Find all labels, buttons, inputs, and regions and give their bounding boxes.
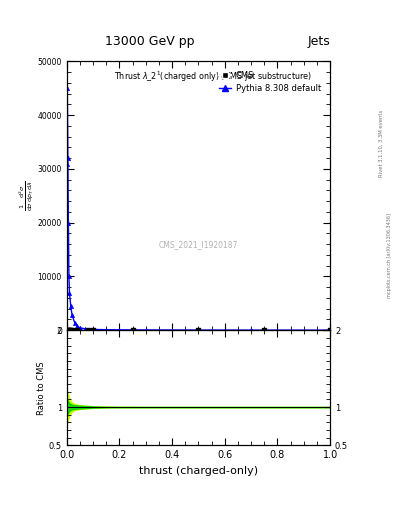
Pythia 8.308 default <box>67 289 72 295</box>
Pythia 8.308 default <box>143 327 148 333</box>
Text: CMS_2021_I1920187: CMS_2021_I1920187 <box>159 240 238 249</box>
CMS <box>261 326 268 334</box>
Pythia 8.308 default <box>70 312 74 318</box>
CMS <box>85 326 91 334</box>
Pythia 8.308 default <box>65 85 70 91</box>
CMS <box>69 326 75 334</box>
Pythia 8.308 default <box>104 327 108 333</box>
Y-axis label: $\frac{1}{\mathrm{d}\sigma}\frac{\mathrm{d}^2\sigma}{\mathrm{d}p_T\,\mathrm{d}\l: $\frac{1}{\mathrm{d}\sigma}\frac{\mathrm… <box>18 180 36 211</box>
CMS <box>66 326 72 334</box>
Pythia 8.308 default <box>72 319 77 326</box>
CMS <box>68 326 74 334</box>
CMS <box>130 326 136 334</box>
Pythia 8.308 default <box>66 273 71 280</box>
CMS <box>90 326 96 334</box>
Pythia 8.308 default <box>117 327 122 333</box>
Pythia 8.308 default <box>196 327 201 333</box>
Pythia 8.308 default <box>68 303 73 309</box>
CMS <box>65 326 72 334</box>
CMS <box>64 326 70 334</box>
Pythia 8.308 default <box>328 327 332 333</box>
CMS <box>65 326 71 334</box>
CMS <box>195 326 202 334</box>
Pythia 8.308 default <box>75 324 80 330</box>
Pythia 8.308 default <box>91 326 95 332</box>
Pythia 8.308 default <box>66 155 70 161</box>
Line: Pythia 8.308 default: Pythia 8.308 default <box>65 86 332 332</box>
Pythia 8.308 default <box>249 327 253 333</box>
Pythia 8.308 default <box>83 326 88 332</box>
Text: Jets: Jets <box>307 34 330 48</box>
CMS <box>66 326 73 334</box>
Text: Rivet 3.1.10, 3.3M events: Rivet 3.1.10, 3.3M events <box>379 110 384 177</box>
Legend: CMS, Pythia 8.308 default: CMS, Pythia 8.308 default <box>217 68 323 95</box>
Pythia 8.308 default <box>65 160 70 166</box>
Text: Thrust $\lambda\_2^1$(charged only) (CMS jet substructure): Thrust $\lambda\_2^1$(charged only) (CMS… <box>114 70 312 84</box>
Text: 13000 GeV pp: 13000 GeV pp <box>105 34 194 48</box>
X-axis label: thrust (charged-only): thrust (charged-only) <box>139 466 258 476</box>
Y-axis label: Ratio to CMS: Ratio to CMS <box>37 361 46 415</box>
Pythia 8.308 default <box>66 220 71 226</box>
CMS <box>74 326 81 334</box>
Text: mcplots.cern.ch [arXiv:1306.3436]: mcplots.cern.ch [arXiv:1306.3436] <box>387 214 391 298</box>
CMS <box>327 326 333 334</box>
Pythia 8.308 default <box>78 325 83 331</box>
